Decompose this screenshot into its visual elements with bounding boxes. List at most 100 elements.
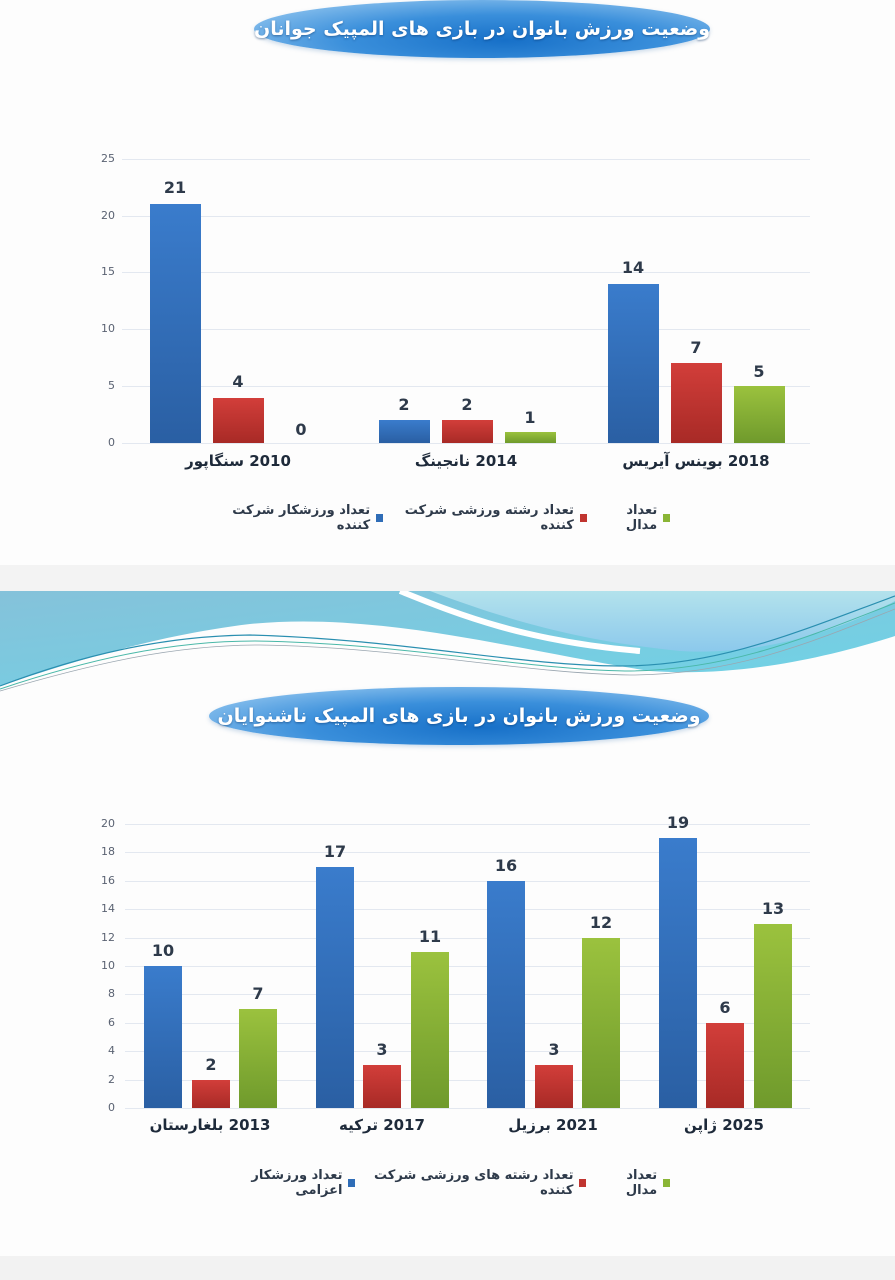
bar-sports-2010: [213, 398, 264, 443]
category-label: 2010 سنگاپور: [185, 452, 291, 470]
y-tick: 0: [108, 1101, 115, 1114]
gridline: [125, 1080, 810, 1081]
gridline: [125, 909, 810, 910]
y-tick: 6: [108, 1016, 115, 1029]
value-label: 1: [524, 408, 536, 427]
legend-swatch-blue: [348, 1179, 356, 1187]
deaflympics-chart: 0 2 4 6 8 10 12 14 16 18 20 10 2 7 2013 …: [0, 591, 895, 1256]
bar-athletes-2021: [487, 881, 525, 1108]
bar-sports-2014: [442, 420, 493, 443]
value-label: 5: [753, 362, 765, 381]
category-label: 2018 بوینس آیریس: [622, 452, 770, 470]
gridline: [122, 329, 810, 330]
y-tick: 12: [101, 931, 115, 944]
gridline: [122, 216, 810, 217]
gridline: [125, 824, 810, 825]
gridline: [122, 386, 810, 387]
y-tick: 25: [101, 152, 115, 165]
legend-swatch-red: [579, 1179, 587, 1187]
value-label: 2: [205, 1055, 217, 1074]
deaflympics-panel: وضعیت ورزش بانوان در بازی های المپیک ناش…: [0, 591, 895, 1256]
bar-medals-2013: [239, 1009, 277, 1108]
y-tick: 18: [101, 845, 115, 858]
gridline: [125, 938, 810, 939]
value-label: 12: [589, 913, 613, 932]
value-label: 3: [548, 1040, 560, 1059]
value-label: 3: [376, 1040, 388, 1059]
chart-legend: تعداد مدال تعداد رشته ورزشی شرکت کننده ت…: [220, 503, 670, 533]
y-tick: 4: [108, 1044, 115, 1057]
gridline: [122, 272, 810, 273]
legend-swatch-blue: [376, 514, 383, 522]
gridline: [125, 994, 810, 995]
gridline: [125, 852, 810, 853]
y-tick: 20: [101, 209, 115, 222]
value-label: 7: [252, 984, 264, 1003]
y-tick: 0: [108, 436, 115, 449]
gridline: [122, 159, 810, 160]
gridline: [125, 966, 810, 967]
gridline: [125, 1051, 810, 1052]
legend-label: تعداد ورزشکار شرکت کننده: [232, 503, 371, 533]
legend-label: تعداد مدال: [625, 503, 658, 533]
value-label: 6: [719, 998, 731, 1017]
bar-sports-2025: [706, 1023, 744, 1108]
gridline: [125, 1108, 810, 1109]
bar-sports-2013: [192, 1080, 230, 1108]
value-label: 14: [621, 258, 645, 277]
legend-label: تعداد رشته ورزشی شرکت کننده: [404, 503, 574, 533]
legend-label: تعداد مدال: [625, 1168, 658, 1198]
value-label: 19: [666, 813, 690, 832]
legend-item-athletes: تعداد ورزشکار اعزامی: [220, 1168, 356, 1198]
legend-item-medals: تعداد مدال: [600, 1168, 670, 1198]
y-tick: 14: [101, 902, 115, 915]
bar-sports-2021: [535, 1065, 573, 1108]
category-label: 2013 بلغارستان: [149, 1116, 271, 1134]
bar-medals-2018: [734, 386, 785, 443]
panel-separator: [0, 565, 895, 591]
value-label: 4: [232, 372, 244, 391]
y-tick: 2: [108, 1073, 115, 1086]
value-label: 21: [163, 178, 187, 197]
legend-swatch-green: [663, 514, 670, 522]
bar-medals-2017: [411, 952, 449, 1108]
gridline: [122, 443, 810, 444]
gridline: [125, 881, 810, 882]
bar-sports-2018: [671, 363, 722, 443]
bar-athletes-2017: [316, 867, 354, 1108]
legend-label: تعداد رشته های ورزشی شرکت کننده: [374, 1168, 574, 1198]
y-tick: 8: [108, 987, 115, 1000]
value-label: 17: [323, 842, 347, 861]
bar-athletes-2018: [608, 284, 659, 443]
decorative-wave-banner: [0, 591, 895, 692]
bar-medals-2014: [505, 432, 556, 443]
legend-swatch-red: [579, 514, 587, 522]
youth-olympics-panel: وضعیت ورزش بانوان در بازی های المپیک جوا…: [0, 0, 895, 565]
category-label: 2014 نانجینگ: [414, 452, 518, 470]
y-tick: 10: [101, 322, 115, 335]
value-label: 16: [494, 856, 518, 875]
gridline: [125, 1023, 810, 1024]
y-tick: 16: [101, 874, 115, 887]
category-label: 2021 برزیل: [508, 1116, 598, 1134]
legend-item-sports: تعداد رشته های ورزشی شرکت کننده: [369, 1168, 587, 1198]
bar-medals-2025: [754, 924, 792, 1108]
legend-item-sports: تعداد رشته ورزشی شرکت کننده: [397, 503, 587, 533]
legend-swatch-green: [663, 1179, 670, 1187]
value-label: 11: [418, 927, 442, 946]
legend-item-athletes: تعداد ورزشکار شرکت کننده: [220, 503, 383, 533]
value-label: 10: [151, 941, 175, 960]
bar-medals-2021: [582, 938, 620, 1108]
bar-athletes-2010: [150, 204, 201, 443]
chart-legend: تعداد مدال تعداد رشته های ورزشی شرکت کنن…: [220, 1168, 670, 1198]
value-label: 0: [295, 420, 307, 439]
value-label: 7: [690, 338, 702, 357]
y-tick: 15: [101, 265, 115, 278]
category-label: 2025 ژاپن: [684, 1116, 764, 1134]
bar-sports-2017: [363, 1065, 401, 1108]
category-label: 2017 ترکیه: [339, 1116, 425, 1134]
legend-label: تعداد ورزشکار اعزامی: [251, 1168, 343, 1198]
bar-athletes-2013: [144, 966, 182, 1108]
chart-title: وضعیت ورزش بانوان در بازی های المپیک ناش…: [209, 687, 709, 745]
bar-athletes-2014: [379, 420, 430, 443]
